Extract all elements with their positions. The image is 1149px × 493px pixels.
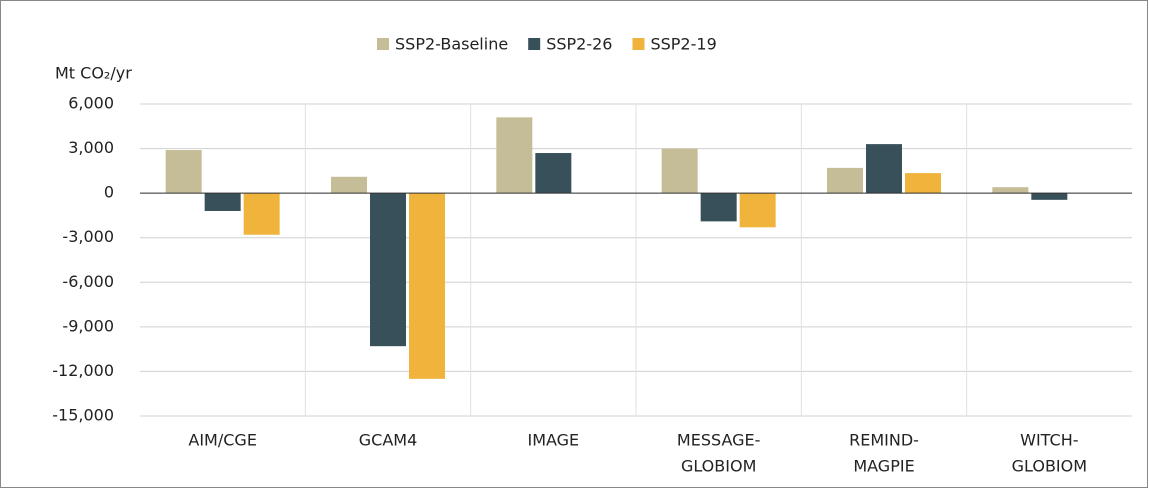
bar	[165, 150, 202, 194]
legend-swatch	[377, 38, 389, 50]
bar	[992, 187, 1029, 194]
y-tick-label: -3,000	[62, 227, 114, 246]
bar	[243, 193, 280, 235]
x-tick-label: REMIND-	[849, 431, 919, 450]
bar	[827, 167, 863, 194]
bar	[739, 193, 776, 228]
y-tick-label: -12,000	[52, 361, 114, 380]
x-tick-label: AIM/CGE	[188, 431, 257, 450]
x-tick-label: WITCH-	[1020, 431, 1078, 450]
legend-label: SSP2-Baseline	[395, 35, 508, 54]
y-tick-label: -6,000	[62, 272, 114, 291]
bar	[661, 148, 698, 194]
y-tick-label: 0	[104, 183, 114, 202]
legend-label: SSP2-19	[650, 35, 716, 54]
bar	[331, 176, 367, 194]
x-tick-label: IMAGE	[527, 431, 579, 450]
bar	[409, 193, 445, 379]
y-tick-label: 6,000	[68, 94, 114, 113]
legend-label: SSP2-26	[546, 35, 612, 54]
bar	[496, 117, 533, 194]
x-tick-label: MAGPIE	[853, 457, 914, 476]
bar	[370, 193, 406, 347]
x-tick-label: GCAM4	[359, 431, 418, 450]
bar	[866, 144, 902, 194]
x-tick-label: MESSAGE-	[677, 431, 760, 450]
y-tick-label: -9,000	[62, 316, 114, 335]
bar	[1031, 193, 1068, 200]
legend-swatch	[528, 38, 541, 50]
bar	[700, 193, 737, 222]
bar	[535, 153, 572, 194]
legend-swatch	[632, 38, 645, 50]
x-tick-label: GLOBIOM	[681, 457, 756, 476]
y-axis-label: Mt CO₂/yr	[55, 64, 132, 83]
bar	[905, 173, 941, 194]
y-tick-label: -15,000	[52, 406, 114, 425]
y-tick-label: 3,000	[68, 138, 114, 157]
bar	[204, 193, 241, 211]
x-tick-label: GLOBIOM	[1012, 457, 1087, 476]
